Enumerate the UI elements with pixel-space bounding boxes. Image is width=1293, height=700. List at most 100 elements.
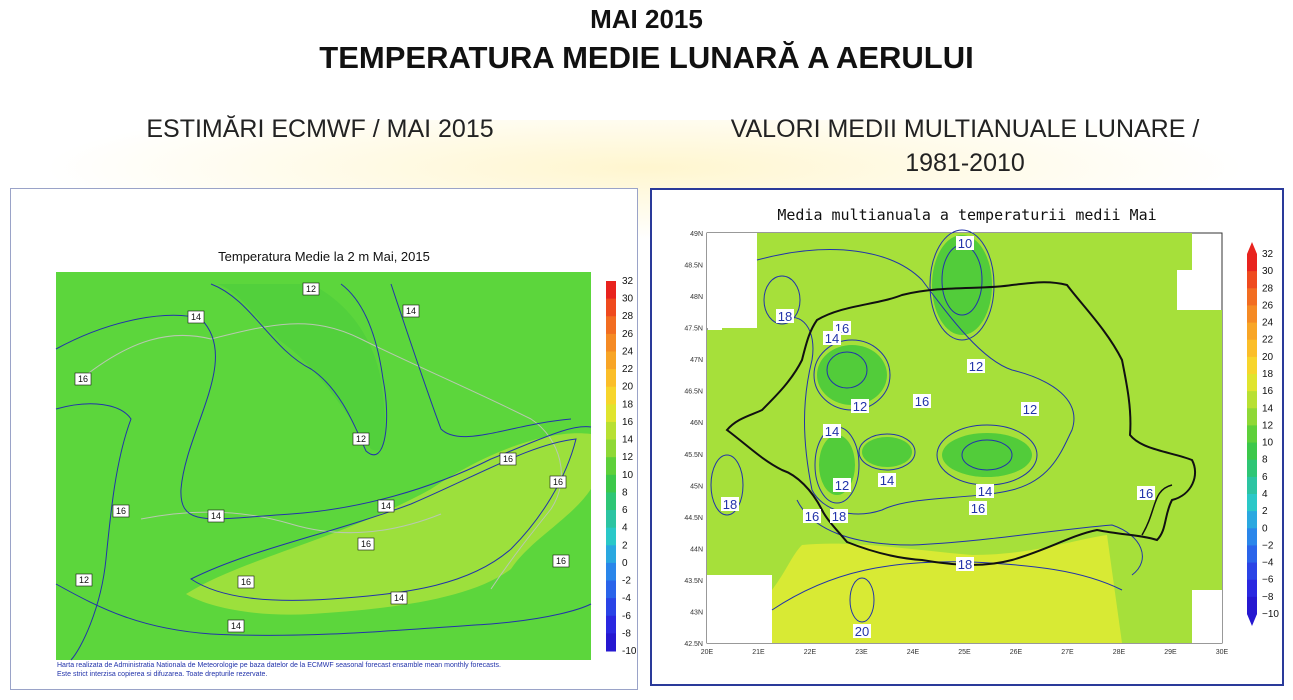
lat-tick-label: 44N — [690, 546, 703, 553]
climatology-map-title: Media multianuala a temperaturii medii M… — [777, 206, 1157, 224]
colorbar-swatch — [1247, 391, 1257, 409]
ecmwf-cool-region — [216, 284, 386, 451]
contour-label: 16 — [803, 509, 821, 524]
lon-tick-label: 26E — [1010, 649, 1023, 656]
contour-label: 18 — [721, 497, 739, 512]
contour-label: 16 — [112, 504, 130, 518]
lat-tick-label: 45N — [690, 483, 703, 490]
colorbar-tick-label: 2 — [622, 540, 628, 551]
svg-text:12: 12 — [969, 359, 983, 374]
colorbar-swatch — [606, 527, 616, 546]
svg-text:18: 18 — [832, 509, 846, 524]
colorbar-tick-label: 6 — [1262, 472, 1268, 483]
contour-label: 18 — [830, 509, 848, 524]
colorbar-tick-label: 24 — [1262, 318, 1274, 329]
contour-label: 16 — [499, 452, 517, 466]
lon-tick-label: 25E — [958, 649, 971, 656]
colorbar-swatch — [1247, 528, 1257, 546]
left-heading: ESTIMĂRI ECMWF / MAI 2015 — [146, 115, 494, 143]
contour-label: 16 — [549, 475, 567, 489]
svg-text:16: 16 — [805, 509, 819, 524]
colorbar-swatch — [1247, 356, 1257, 375]
colorbar-tick-label: 26 — [1262, 300, 1274, 311]
lon-tick-label: 29E — [1164, 649, 1177, 656]
colorbar-swatch — [1247, 322, 1257, 341]
colorbar-swatch — [606, 457, 616, 476]
svg-text:20: 20 — [855, 624, 869, 639]
contour-label: 20 — [853, 624, 871, 639]
colorbar-swatch — [1247, 459, 1257, 478]
missing-data-se — [1192, 590, 1222, 643]
lat-tick-label: 46.5N — [684, 389, 703, 396]
colorbar-swatch — [606, 351, 616, 370]
colorbar-tick-label: 20 — [1262, 352, 1274, 363]
colorbar-tick-label: 8 — [1262, 455, 1268, 466]
colorbar-swatch — [1247, 254, 1257, 272]
colorbar-swatch — [606, 510, 616, 529]
colorbar-tick-label: 18 — [622, 399, 634, 410]
contour-label: 16 — [74, 372, 92, 386]
contour-label: 12 — [833, 478, 851, 493]
colorbar-tick-label: 26 — [622, 329, 634, 340]
missing-data-sw — [707, 575, 772, 643]
colorbar-tick-label: 12 — [1262, 420, 1274, 431]
lat-tick-label: 43N — [690, 609, 703, 616]
svg-text:16: 16 — [556, 556, 566, 566]
colorbar-swatch — [1247, 305, 1257, 324]
colorbar-tick-label: 20 — [622, 382, 634, 393]
colorbar-swatch — [1247, 476, 1257, 495]
colorbar-swatch — [1247, 374, 1257, 392]
contour-label: 16 — [1137, 486, 1155, 501]
colorbar-tick-label: −6 — [1262, 575, 1274, 586]
contour-label: 16 — [237, 575, 255, 589]
colorbar-tick-label: −2 — [1262, 540, 1274, 551]
colorbar-tick-label: 16 — [622, 417, 634, 428]
colorbar-swatch — [606, 439, 616, 458]
svg-text:16: 16 — [971, 501, 985, 516]
lat-tick-label: 49N — [690, 231, 703, 238]
svg-text:12: 12 — [835, 478, 849, 493]
page-title-month: MAI 2015 — [590, 4, 703, 34]
colorbar-tick-label: 4 — [1262, 489, 1268, 500]
ecmwf-contours — [55, 283, 592, 661]
lat-tick-label: 43.5N — [684, 578, 703, 585]
svg-text:18: 18 — [958, 557, 972, 572]
lon-tick-label: 20E — [701, 649, 714, 656]
right-heading: VALORI MEDII MULTIANUALE LUNARE / 1981-2… — [650, 112, 1280, 180]
lat-tick-label: 45.5N — [684, 452, 703, 459]
colorbar-tick-label: 4 — [622, 523, 628, 534]
ecmwf-boundaries — [80, 323, 562, 590]
colorbar-swatch — [606, 281, 616, 300]
contour-label: 12 — [75, 573, 93, 587]
svg-text:16: 16 — [553, 477, 563, 487]
colorbar-swatch — [606, 562, 616, 582]
svg-text:14: 14 — [381, 501, 391, 511]
colorbar-tick-label: -6 — [622, 611, 631, 622]
colorbar-swatch — [606, 316, 616, 335]
contour-label: 14 — [823, 424, 841, 439]
colorbar-tick-label: 18 — [1262, 369, 1274, 380]
climatology-cool-regions — [817, 235, 1032, 495]
colorbar-swatch — [1247, 339, 1257, 358]
contour-label: 14 — [377, 499, 395, 513]
contour-label: 18 — [776, 309, 794, 324]
colorbar-swatch — [606, 580, 616, 599]
colorbar-tick-label: 10 — [1262, 438, 1274, 449]
lon-tick-label: 30E — [1216, 649, 1229, 656]
lon-tick-label: 24E — [907, 649, 920, 656]
svg-text:12: 12 — [1023, 402, 1037, 417]
svg-text:16: 16 — [915, 394, 929, 409]
page-title: TEMPERATURA MEDIE LUNARĂ A AERULUI — [319, 40, 974, 75]
svg-text:16: 16 — [78, 374, 88, 384]
contour-label: 14 — [878, 473, 896, 488]
colorbar-swatch — [606, 421, 616, 441]
colorbar-tick-label: -2 — [622, 576, 631, 587]
svg-text:12: 12 — [79, 575, 89, 585]
colorbar-swatch — [1247, 511, 1257, 529]
danube-line — [1141, 484, 1173, 536]
colorbar-tick-label: -4 — [622, 593, 631, 604]
